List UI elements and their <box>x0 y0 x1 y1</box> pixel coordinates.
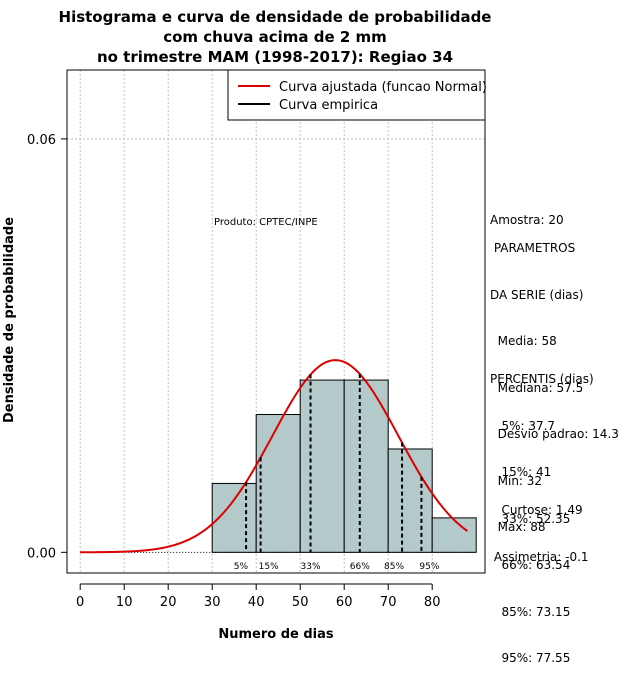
percentile-lines: 5% 15% 33% 66% 85% 95% <box>234 373 440 572</box>
stat-kurtosis: Curtose: 1.49 <box>490 503 583 517</box>
histogram-bars <box>80 379 477 553</box>
legend: Curva ajustada (funcao Normal) Curva emp… <box>227 69 487 121</box>
x-tick-label: 80 <box>424 595 441 610</box>
x-tick-label: 40 <box>248 595 265 610</box>
percentile-label: 33% <box>301 562 321 572</box>
histogram-bar <box>299 379 345 553</box>
percentile-5: 5%: 37.7 <box>490 418 556 433</box>
stats-shape: Curtose: 1.49 Assimetria: -0.1 <box>490 472 589 581</box>
x-tick-label: 60 <box>336 595 353 610</box>
y-tick-label: 0.00 <box>27 546 56 561</box>
product-label: Produto: CPTEC/INPE <box>214 217 318 228</box>
axes-layer: 0 10 20 30 40 50 60 70 80 0.00 0.06 <box>27 133 440 610</box>
stats-parameters: PARAMETROS DA SERIE (dias) Media: 58 Med… <box>490 210 619 551</box>
y-tick-label: 0.06 <box>27 133 56 148</box>
grid-layer <box>67 70 485 573</box>
chart-title-line-3: no trimestre MAM (1998-2017): Regiao 34 <box>97 48 453 66</box>
histogram-bar <box>387 448 433 553</box>
stat-median: Mediana: 57.5 <box>490 380 584 395</box>
x-tick-label: 10 <box>116 595 133 610</box>
x-tick-label: 30 <box>204 595 221 610</box>
legend-label-normal: Curva ajustada (funcao Normal) <box>279 80 487 95</box>
x-tick-label: 50 <box>292 595 309 610</box>
y-axis-label: Densidade de probabilidade <box>2 217 17 423</box>
percentile-85: 85%: 73.15 <box>490 604 571 619</box>
percentile-95: 95%: 77.55 <box>490 651 571 665</box>
percentile-label: 85% <box>384 562 404 572</box>
sample-count: Amostra: 20 <box>490 213 564 227</box>
x-tick-label: 20 <box>160 595 177 610</box>
histogram-chart: 5% 15% 33% 66% 85% 95% 0 10 20 30 40 50 60 70 800.000… <box>2 8 492 642</box>
percentile-label: 95% <box>419 562 439 572</box>
percentile-66: 66%: 63.54 <box>490 558 571 572</box>
stat-max: Max: 88 <box>490 520 546 534</box>
percentile-label: 66% <box>350 562 370 572</box>
chart-title-line-2: com chuva acima de 2 mm <box>163 28 387 46</box>
percentile-label: 15% <box>259 562 279 572</box>
percentile-label: 5% <box>234 562 249 572</box>
stat-std: Desvio padrao: 14.3 <box>490 427 619 441</box>
percentile-33: 33%: 52.35 <box>490 511 571 526</box>
percentiles-title: PERCENTIS (dias) <box>490 372 594 386</box>
stat-skewness: Assimetria: -0.1 <box>490 549 589 564</box>
histogram-bar <box>431 517 477 553</box>
x-tick-label: 70 <box>380 595 397 610</box>
legend-box <box>227 69 486 121</box>
legend-label-empirical: Curva empirica <box>279 98 378 113</box>
parameters-subtitle: DA SERIE (dias) <box>490 287 584 302</box>
parameters-title: PARAMETROS <box>490 241 576 255</box>
stats-sample: Amostra: 20 <box>490 182 564 244</box>
percentile-15: 15%: 41 <box>490 465 552 479</box>
chart-title-line-1: Histograma e curva de densidade de proba… <box>59 8 492 26</box>
stat-min: Min: 32 <box>490 473 543 488</box>
x-tick-label: 0 <box>76 595 84 610</box>
histogram-bar <box>255 414 301 553</box>
stat-mean: Media: 58 <box>490 334 557 348</box>
x-axis-label: Numero de dias <box>218 627 334 642</box>
